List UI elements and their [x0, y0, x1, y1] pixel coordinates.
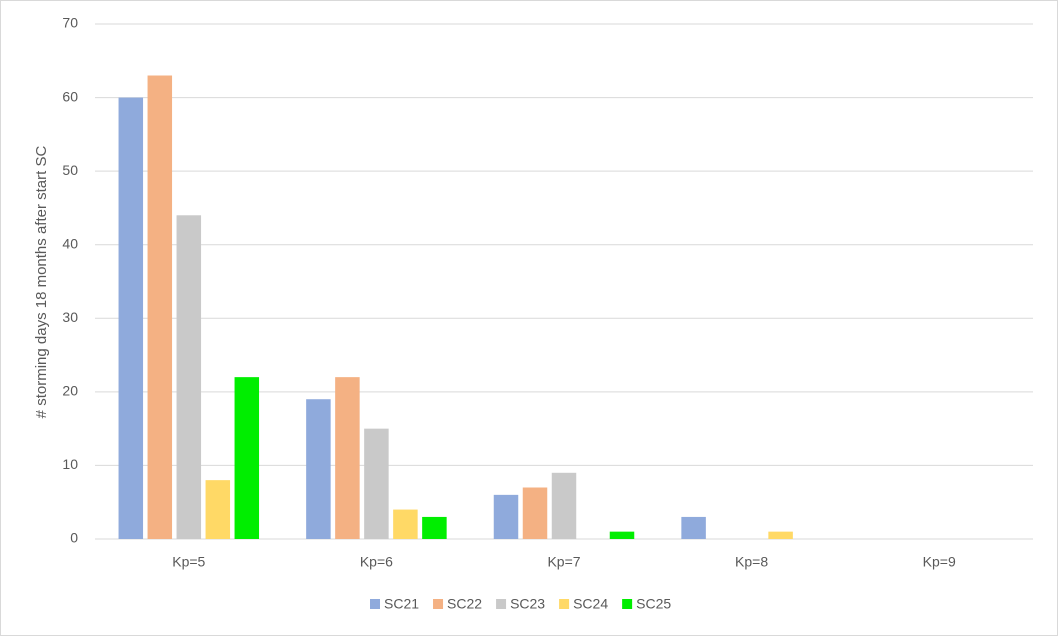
- legend-label: SC23: [510, 596, 545, 612]
- x-tick-label: Kp=9: [923, 554, 956, 570]
- bar: [118, 97, 144, 540]
- bar: [147, 75, 173, 539]
- y-tick-label: 50: [62, 162, 78, 178]
- bar: [681, 516, 706, 539]
- bar: [422, 516, 447, 539]
- bar: [205, 480, 231, 539]
- y-tick-label: 0: [70, 530, 78, 546]
- legend-label: SC25: [636, 596, 671, 612]
- bar: [522, 487, 548, 539]
- bar: [306, 399, 331, 539]
- bar: [176, 215, 202, 540]
- legend-label: SC21: [384, 596, 419, 612]
- bar: [335, 377, 360, 539]
- legend-swatch: [370, 599, 380, 609]
- bar: [234, 377, 260, 539]
- y-tick-label: 70: [62, 15, 78, 31]
- y-tick-label: 30: [62, 309, 78, 325]
- legend-label: SC24: [573, 596, 608, 612]
- y-tick-label: 40: [62, 235, 78, 251]
- y-tick-label: 20: [62, 383, 78, 399]
- legend-swatch: [496, 599, 507, 609]
- x-tick-label: Kp=8: [735, 554, 768, 570]
- bar: [393, 509, 418, 539]
- legend-swatch: [559, 599, 570, 609]
- y-tick-label: 60: [62, 88, 78, 104]
- bar: [364, 428, 389, 539]
- bar: [768, 531, 793, 539]
- x-tick-label: Kp=5: [172, 554, 205, 570]
- bar: [493, 494, 519, 539]
- y-axis-label: # storming days 18 months after start SC: [33, 146, 50, 419]
- bar: [609, 531, 635, 539]
- x-tick-label: Kp=7: [547, 554, 580, 570]
- y-tick-label: 10: [62, 456, 78, 472]
- legend-label: SC22: [447, 596, 482, 612]
- bar: [551, 472, 577, 539]
- legend-swatch: [433, 599, 444, 609]
- x-tick-label: Kp=6: [360, 554, 393, 570]
- legend-swatch: [622, 599, 633, 609]
